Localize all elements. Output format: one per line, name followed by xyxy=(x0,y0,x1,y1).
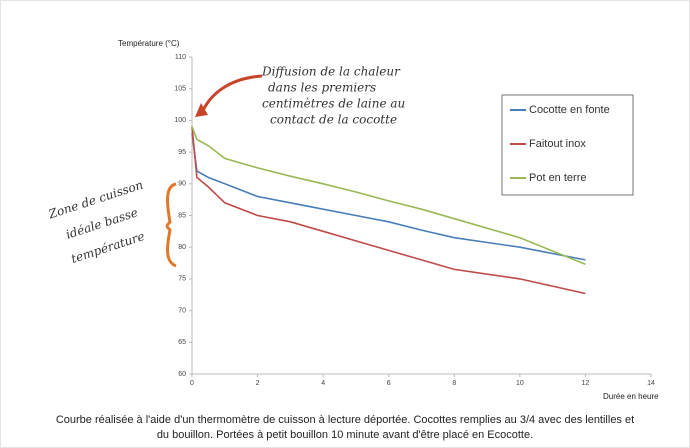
x-tick-label: 0 xyxy=(190,380,194,387)
x-tick-label: 10 xyxy=(516,380,524,387)
x-tick-label: 6 xyxy=(387,380,391,387)
x-tick-label: 14 xyxy=(647,380,655,387)
arrow-head xyxy=(195,103,208,117)
y-tick-label: 85 xyxy=(178,212,186,219)
y-tick-label: 105 xyxy=(174,86,186,93)
series-line xyxy=(191,126,586,266)
annotation-text: dans les premiers xyxy=(268,81,376,95)
annotation-text: centimètres de laine au xyxy=(262,97,405,111)
y-tick-label: 60 xyxy=(178,371,186,378)
y-tick-label: 75 xyxy=(178,276,186,283)
bracket xyxy=(165,182,177,268)
y-axis-label: Température (°C) xyxy=(118,39,180,48)
caption: Courbe réalisée à l'aide d'un thermomètr… xyxy=(56,414,634,426)
caption: du bouillon. Portées à petit bouillon 10… xyxy=(157,429,533,441)
x-tick-label: 2 xyxy=(256,380,260,387)
x-tick-label: 12 xyxy=(582,380,590,387)
x-tick-label: 8 xyxy=(452,380,456,387)
series-line xyxy=(191,132,586,261)
x-axis-label: Durée en heure xyxy=(603,392,659,401)
y-tick-label: 100 xyxy=(174,117,186,124)
y-tick-label: 110 xyxy=(175,54,186,61)
series-line xyxy=(191,126,586,295)
legend-label: Faitout inox xyxy=(529,138,586,150)
annotation-text: contact de la cocotte xyxy=(270,113,397,127)
legend-label: Pot en terre xyxy=(529,172,586,184)
annotation-text: Diffusion de la chaleur xyxy=(261,65,401,79)
y-tick-label: 95 xyxy=(178,149,186,156)
x-tick-label: 4 xyxy=(321,380,325,387)
y-tick-label: 70 xyxy=(178,307,186,314)
y-tick-label: 65 xyxy=(178,339,186,346)
y-tick-label: 80 xyxy=(178,244,186,251)
y-tick-label: 90 xyxy=(178,181,186,188)
legend-label: Cocotte en fonte xyxy=(529,104,610,116)
